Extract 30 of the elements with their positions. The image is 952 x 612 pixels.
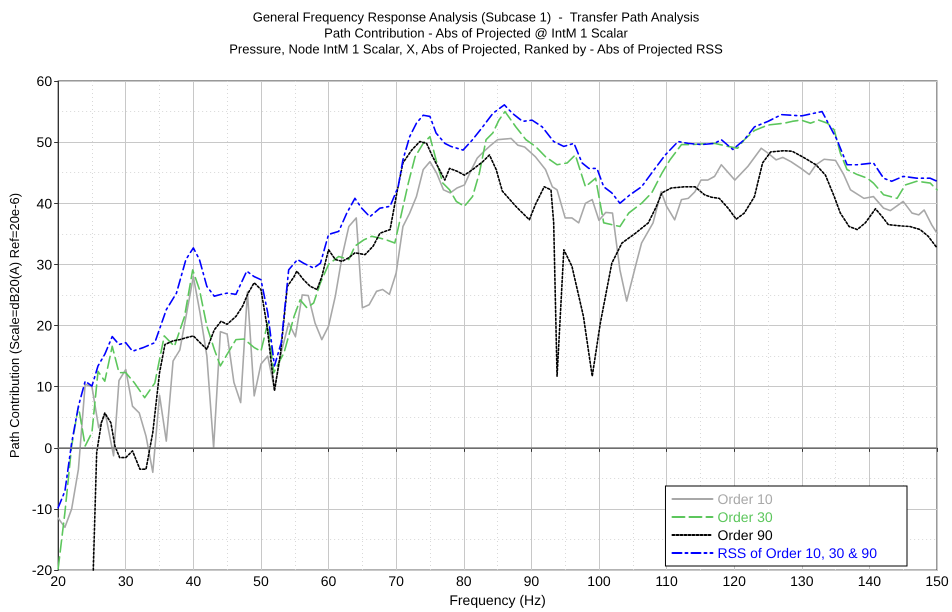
y-tick-label: -20 [32, 562, 52, 578]
x-tick-label: 60 [320, 573, 337, 590]
x-tick-label: 140 [858, 573, 882, 590]
y-tick-label: -10 [32, 500, 52, 517]
x-axis-title: Frequency (Hz) [449, 592, 546, 608]
y-axis-title: Path Contribution (Scale=dB20(A) Ref=20e-6) [7, 192, 22, 458]
y-tick-label: 0 [44, 440, 52, 456]
x-tick-label: 70 [388, 573, 404, 590]
x-tick-label: 150 [925, 573, 949, 590]
legend-label: RSS of Order 10, 30 & 90 [717, 545, 878, 561]
x-tick-label: 110 [655, 573, 678, 590]
chart-title: General Frequency Response Analysis (Subcase 1) - Transfer Path Analysis Path Contribution - Abs of Projected @ IntM 1 Scalar Pressure, Node IntM 1 Scalar, X, Abs of Projected, Ranked by - Abs of Projected RSS [229, 10, 724, 56]
y-tick-label: 40 [36, 195, 52, 212]
x-tick-label: 90 [524, 573, 540, 590]
x-tick-label: 120 [722, 573, 746, 590]
legend-label: Order 90 [717, 527, 773, 543]
x-tick-label: 80 [456, 573, 472, 590]
y-tick-label: 20 [36, 318, 52, 334]
y-tick-label: 30 [36, 256, 52, 272]
legend-label: Order 30 [717, 509, 773, 525]
legend-label: Order 10 [717, 491, 773, 507]
x-tick-label: 20 [50, 573, 66, 590]
x-tick-label: 100 [587, 573, 611, 590]
x-tick-label: 40 [186, 573, 202, 590]
y-tick-label: 50 [36, 134, 52, 150]
y-tick-label: 10 [36, 378, 52, 395]
x-tick-label: 130 [790, 573, 814, 590]
y-tick-label: 60 [36, 73, 52, 89]
x-tick-label: 30 [118, 573, 134, 590]
x-tick-label: 50 [253, 573, 269, 590]
